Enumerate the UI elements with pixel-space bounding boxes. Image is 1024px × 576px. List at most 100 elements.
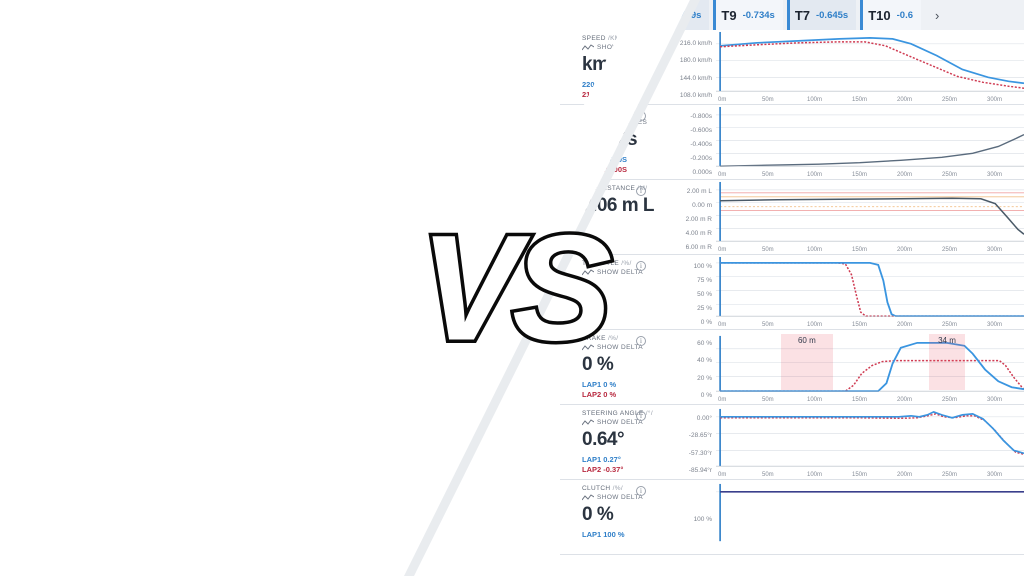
axis-tick: 2.00 m R — [685, 215, 712, 223]
axis-tick: 0 % — [700, 318, 712, 326]
x-tick: 300m — [987, 472, 1003, 478]
row-title: LINE DISTANCE /M/ — [582, 185, 648, 192]
row-lap2: LAP2 0 % — [582, 390, 617, 399]
show-delta-toggle[interactable]: SHOW DELTA — [582, 44, 660, 51]
x-tick: 0m — [718, 172, 727, 178]
tab-corner-name: T5 — [648, 7, 664, 23]
row-lap1: 220.5 KM/H — [582, 80, 623, 89]
tab-corner[interactable]: T5 -0.749s — [640, 0, 710, 30]
axis-tick: 25 % — [697, 304, 712, 312]
info-icon[interactable]: i — [636, 411, 646, 421]
tab-corner-delta: -0.6 — [896, 9, 913, 21]
steering-angle-plot[interactable]: 0m 50m 100m 150m 200m 250m 300m — [716, 405, 1024, 479]
x-tick: 200m — [897, 97, 913, 103]
x-tick: 50m — [762, 97, 774, 103]
x-tick: 250m — [942, 322, 958, 328]
axis-tick: 6.00 m R — [685, 243, 712, 251]
x-tick: 100m — [807, 97, 823, 103]
x-tick: 250m — [942, 172, 958, 178]
row-lap2: LAP2 0.000S — [582, 165, 628, 174]
axis-tick: 144.0 km/h — [679, 74, 712, 82]
show-series-toggle[interactable]: SHOW SERIES — [582, 119, 660, 126]
show-delta-toggle[interactable]: SHOW DELTA — [582, 494, 660, 501]
axis-tick: -0.200s — [690, 154, 712, 162]
axis-tick: -0.800s — [690, 113, 712, 121]
x-tick: 300m — [987, 172, 1003, 178]
x-tick: 50m — [762, 322, 774, 328]
x-tick: 0m — [718, 97, 727, 103]
tab-corner[interactable]: T7 -0.645s — [786, 0, 857, 30]
info-icon[interactable]: i — [636, 486, 646, 496]
row-lap1: LAP1 0 % — [582, 380, 617, 389]
info-icon[interactable]: i — [636, 261, 646, 271]
axis-tick: -57.30°r — [688, 449, 712, 457]
sparkline-icon — [582, 494, 594, 501]
tab-corner-name: T7 — [794, 7, 810, 23]
axis-tick: 108.0 km/h — [679, 91, 712, 99]
x-tick: 200m — [897, 172, 913, 178]
brake-plot[interactable]: 60 m 34 m 0m — [716, 330, 1024, 404]
row-lap2: 215.6 KM/H — [582, 90, 623, 99]
info-icon[interactable]: i — [636, 186, 646, 196]
line-distance-plot[interactable]: 0m 50m 100m 150m 200m 250m 300m — [716, 180, 1024, 254]
info-icon[interactable]: i — [636, 111, 646, 121]
row-title: SPEED /KM/H/ — [582, 35, 630, 42]
throttle-plot[interactable]: 0m 50m 100m 150m 200m 250m 300m — [716, 255, 1024, 329]
row-header: CLUTCH /%/ SHOW DELTA 0 % LAP1 100 % i — [560, 480, 660, 554]
telemetry-row-line-distance: LINE DISTANCE /M/ 0.06 m L i 2.00 m L 0.… — [560, 180, 1024, 255]
axis-tick: 50 % — [697, 290, 712, 298]
x-tick: 150m — [852, 247, 868, 253]
y-axis-labels: 2.00 m L 0.00 m 2.00 m R 4.00 m R 6.00 m… — [660, 180, 716, 254]
tab-corner[interactable]: T10 -0.6 — [860, 0, 921, 30]
x-tick: 50m — [762, 172, 774, 178]
x-tick: 250m — [942, 97, 958, 103]
speed-plot[interactable]: 0m 50m 100m 150m 200m 250m 300m — [716, 30, 1024, 104]
axis-tick: 60 % — [697, 340, 712, 348]
x-tick: 0m — [718, 247, 727, 253]
info-icon[interactable]: i — [636, 336, 646, 346]
show-delta-toggle[interactable]: SHOW DELTA — [582, 419, 660, 426]
row-value: 0.000s — [582, 129, 638, 150]
row-lap1: LAP1 100 % — [582, 530, 625, 539]
row-header: DELTA (TIME) /S/ SHOW SERIES 0.000s LAP1… — [560, 105, 660, 179]
row-lap1: LAP1 0.000S — [582, 155, 628, 164]
y-axis-labels: 60 % 40 % 20 % 0 % — [660, 330, 716, 404]
x-tick: 250m — [942, 247, 958, 253]
brake-zone-band: 34 m — [928, 334, 966, 390]
telemetry-row-throttle: THROTTLE /%/ SHOW DELTA i 100 % 75 % 50 … — [560, 255, 1024, 330]
y-axis-labels: -0.800s -0.600s -0.400s -0.200s 0.000s — [660, 105, 716, 179]
x-tick: 100m — [807, 397, 823, 403]
chevron-right-icon[interactable]: › — [935, 7, 940, 23]
sparkline-icon — [582, 44, 594, 51]
x-tick: 150m — [852, 322, 868, 328]
tab-corner-delta: -0.734s — [742, 9, 775, 21]
axis-tick: -0.400s — [690, 140, 712, 148]
tab-corner-delta: -0.749s — [669, 9, 702, 21]
clutch-plot[interactable] — [716, 480, 1024, 554]
telemetry-row-steering-angle: STEERING ANGLE /°/ SHOW DELTA 0.64° LAP1… — [560, 405, 1024, 480]
x-tick: 250m — [942, 472, 958, 478]
x-tick: 300m — [987, 247, 1003, 253]
x-tick: 200m — [897, 397, 913, 403]
axis-tick: 2.00 m L — [686, 188, 712, 196]
x-tick: 100m — [807, 322, 823, 328]
show-delta-label: SHOW DELTA — [597, 419, 644, 426]
row-title: DELTA (TIME) /S/ — [582, 110, 639, 117]
x-tick: 0m — [718, 322, 727, 328]
delta-plot[interactable]: 0m 50m 100m 150m 200m 250m 300m — [716, 105, 1024, 179]
y-axis-labels: 216.0 km/h 180.0 km/h 144.0 km/h 108.0 k… — [660, 30, 716, 104]
x-tick: 150m — [852, 472, 868, 478]
x-tick: 300m — [987, 97, 1003, 103]
axis-tick: 75 % — [697, 277, 712, 285]
axis-tick: 0.000s — [692, 168, 712, 176]
axis-tick: 100 % — [693, 516, 712, 523]
axis-tick: -28.65°r — [688, 432, 712, 440]
row-lap1: LAP1 0.27° — [582, 455, 621, 464]
tab-corner[interactable]: T9 -0.734s — [713, 0, 783, 30]
x-tick: 50m — [762, 472, 774, 478]
info-icon[interactable]: i — [636, 36, 646, 46]
row-value: 0.64° — [582, 429, 625, 450]
x-tick: 200m — [897, 472, 913, 478]
y-axis-labels: 100 % — [660, 480, 716, 554]
brake-zone-band: 60 m — [780, 334, 834, 390]
